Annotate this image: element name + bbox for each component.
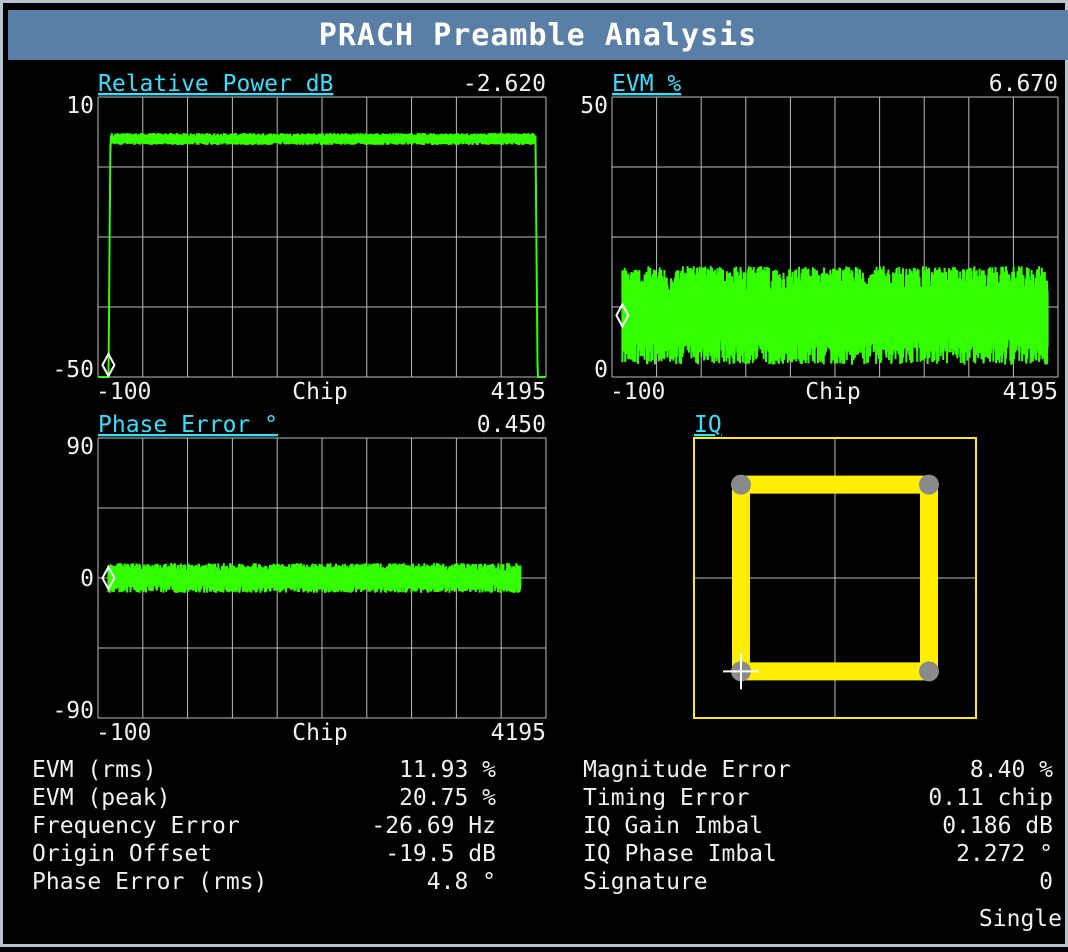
stat-label: Frequency Error <box>32 813 240 839</box>
stat-magnitude-error: Magnitude Error 8.40 % <box>583 756 1053 784</box>
stat-value: 0 <box>1039 869 1053 895</box>
iq-symbol-point <box>919 474 939 495</box>
marker-diamond-icon <box>101 564 116 592</box>
stat-value: 8.40 % <box>969 757 1053 783</box>
stat-iq-gain-imbal: IQ Gain Imbal 0.186 dB <box>583 812 1053 840</box>
y-tick-label: -50 <box>52 357 94 383</box>
y-tick-label: 90 <box>66 434 94 460</box>
y-tick-label: 50 <box>580 93 608 119</box>
chart-title: Phase Error ° <box>98 412 278 438</box>
stat-signature: Signature 0 <box>583 868 1053 896</box>
stat-label: Phase Error (rms) <box>32 869 268 895</box>
x-axis-label: Chip <box>292 720 347 746</box>
y-tick-label: -90 <box>52 698 94 724</box>
stat-iq-phase-imbal: IQ Phase Imbal 2.272 ° <box>583 840 1053 868</box>
stat-value: 0.186 dB <box>942 813 1053 839</box>
stat-value: -19.5 dB <box>385 841 496 867</box>
chart-title: EVM % <box>612 71 681 97</box>
x-tick-label: -100 <box>96 379 151 405</box>
marker-diamond-icon <box>101 351 116 379</box>
x-tick-label: 4195 <box>491 720 546 746</box>
chart-title: IQ <box>694 412 722 438</box>
x-axis-label: Chip <box>805 379 860 405</box>
chart-readout: 0.450 <box>477 412 546 438</box>
y-tick-label: 0 <box>594 357 608 383</box>
stat-value: -26.69 Hz <box>371 813 496 839</box>
status-single: Single <box>978 906 1062 932</box>
stat-value: 2.272 ° <box>956 841 1053 867</box>
stat-evm-peak: EVM (peak) 20.75 % <box>32 784 496 812</box>
stat-label: Timing Error <box>583 785 750 811</box>
x-tick-label: 4195 <box>491 379 546 405</box>
stat-frequency-error: Frequency Error -26.69 Hz <box>32 812 496 840</box>
stat-value: 11.93 % <box>399 757 496 783</box>
stat-label: IQ Gain Imbal <box>583 813 764 839</box>
chart-title: Relative Power dB <box>98 71 333 97</box>
stat-evm-rms: EVM (rms) 11.93 % <box>32 756 496 784</box>
trace-line <box>98 132 546 378</box>
stat-label: Signature <box>583 869 708 895</box>
stat-label: Magnitude Error <box>583 757 791 783</box>
stat-value: 20.75 % <box>399 785 496 811</box>
x-tick-label: -100 <box>96 720 151 746</box>
trace-line <box>621 266 1049 365</box>
chart-readout: -2.620 <box>463 71 546 97</box>
chart-readout: 6.670 <box>989 71 1058 97</box>
y-tick-label: 10 <box>66 93 94 119</box>
stat-origin-offset: Origin Offset -19.5 dB <box>32 840 496 868</box>
stat-phase-error-rms: Phase Error (rms) 4.8 ° <box>32 868 496 896</box>
stat-label: EVM (rms) <box>32 757 157 783</box>
marker-diamond-icon <box>615 302 630 329</box>
stat-label: Origin Offset <box>32 841 213 867</box>
stat-timing-error: Timing Error 0.11 chip <box>583 784 1053 812</box>
iq-symbol-point <box>919 661 939 682</box>
stat-label: IQ Phase Imbal <box>583 841 777 867</box>
stat-value: 0.11 chip <box>928 785 1053 811</box>
x-tick-label: -100 <box>610 379 665 405</box>
stat-label: EVM (peak) <box>32 785 171 811</box>
x-tick-label: 4195 <box>1003 379 1058 405</box>
x-axis-label: Chip <box>292 379 347 405</box>
screen-title: PRACH Preamble Analysis <box>8 10 1068 60</box>
iq-symbol-point <box>731 474 751 495</box>
trace-line <box>107 563 522 593</box>
stat-value: 4.8 ° <box>426 869 496 895</box>
y-tick-label: 0 <box>80 566 94 592</box>
